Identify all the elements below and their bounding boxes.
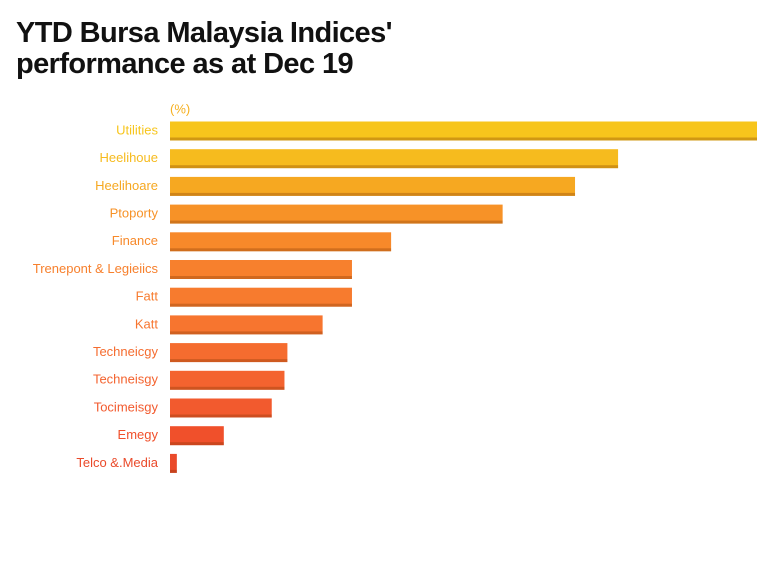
y-tick-label: Trenepont & Legieiics: [33, 261, 159, 276]
y-tick-label: Utilities: [116, 122, 158, 137]
y-tick-label: Katt: [135, 316, 159, 331]
y-tick-label: Heelihoue: [99, 150, 158, 165]
y-tick-label: Techneisgy: [93, 372, 159, 387]
bar: [170, 287, 352, 307]
bar: [170, 426, 224, 446]
y-tick-label: Emegy: [118, 427, 159, 442]
bar: [170, 260, 352, 279]
bar: [170, 176, 576, 196]
y-tick-label: Heelihoare: [95, 178, 158, 193]
y-tick-label: Ptoporty: [110, 206, 159, 221]
bar: [170, 121, 757, 141]
bar: [170, 398, 272, 418]
y-tick-label: Tocimeisgy: [94, 399, 159, 414]
bar: [170, 204, 503, 224]
bar: [170, 370, 285, 390]
bar: [170, 315, 323, 335]
y-tick-label: Telco &.Media: [76, 455, 158, 470]
unit-label: (%): [170, 101, 190, 116]
y-tick-label: Techneicgy: [93, 344, 159, 359]
y-tick-label: Fatt: [136, 289, 159, 304]
y-tick-label: Finance: [112, 233, 158, 248]
chart-title: YTD Bursa Malaysia Indices' performance …: [16, 17, 393, 80]
bar: [170, 149, 619, 169]
bar: [170, 343, 288, 363]
bar: [170, 232, 392, 252]
bar: [170, 453, 177, 473]
